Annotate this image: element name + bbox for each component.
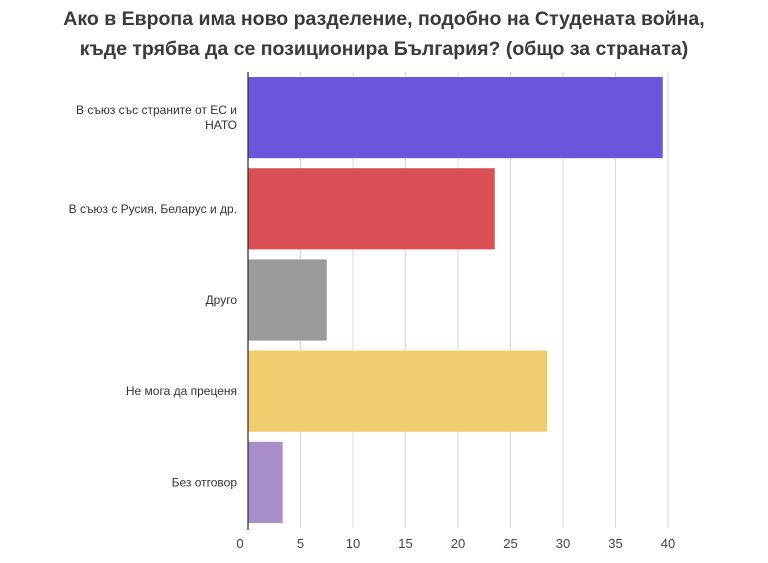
bars [248,77,663,523]
category-label-2: В съюз с Русия, Беларус и др. [69,202,237,216]
x-tick-labels: 0 5 10 15 20 25 30 35 40 [236,536,675,551]
category-label-5: Без отговор [172,475,238,489]
bar-4 [248,350,548,432]
category-label-line: В съюз със страните от ЕС и [76,103,237,117]
x-tick-label-40: 40 [661,536,675,551]
category-label-line: В съюз с Русия, Беларус и др. [69,202,237,216]
chart-title: Ако в Европа има ново разделение, подобн… [0,4,768,64]
category-label-4: Не мога да преценя [126,384,237,398]
chart-title-line-1: Ако в Европа има ново разделение, подобн… [63,8,705,30]
x-tick-label-30: 30 [556,536,570,551]
category-label-line: Не мога да преценя [126,384,237,398]
category-label-line: Друго [206,293,238,307]
x-tick-label-0: 0 [236,536,243,551]
x-tick-label-15: 15 [398,536,412,551]
bar-1 [248,77,663,159]
x-tick-label-35: 35 [608,536,622,551]
category-label-1: В съюз със страните от ЕС и НАТО [76,103,237,132]
x-tick-label-10: 10 [346,536,360,551]
x-tick-label-25: 25 [503,536,517,551]
chart-title-line-2: къде трябва да се позиционира България? … [79,38,689,60]
x-tick-label-20: 20 [451,536,465,551]
category-label-line: Без отговор [172,475,238,489]
category-label-line: НАТО [205,118,237,132]
bar-5 [248,441,283,523]
bar-3 [248,259,327,341]
bar-2 [248,168,495,250]
x-tick-label-5: 5 [297,536,304,551]
category-label-3: Друго [206,293,238,307]
category-labels: В съюз със страните от ЕС и НАТО В съюз с … [69,103,238,489]
